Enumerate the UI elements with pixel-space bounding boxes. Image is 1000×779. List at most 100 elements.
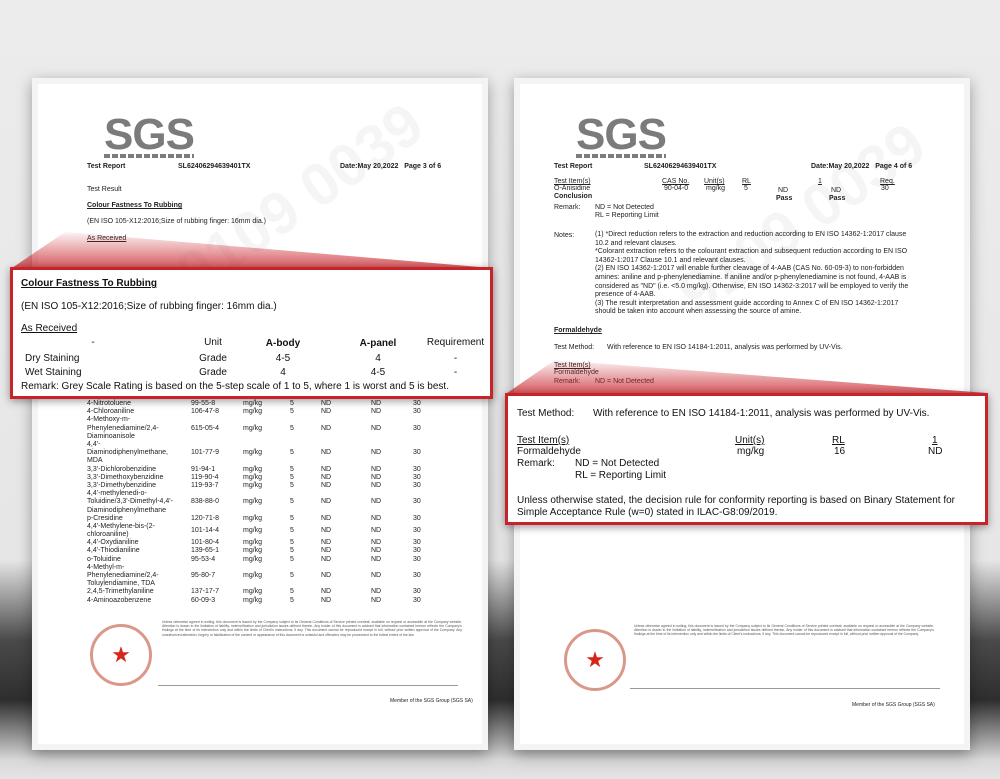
result-1: ND — [321, 588, 332, 596]
sgs-logo: SGS — [104, 110, 195, 159]
requirement: 30 — [413, 572, 421, 580]
unit: mg/kg — [243, 498, 263, 506]
compound-name: 4,4'-Thiodianiline — [87, 547, 140, 555]
callout-remark-rl: RL = Reporting Limit — [575, 470, 667, 481]
callout-method: (EN ISO 105-X12:2016;Size of rubbing fin… — [21, 301, 277, 312]
row-wet-a-panel: 4-5 — [370, 367, 386, 378]
unit: mg/kg — [243, 539, 263, 547]
item-req: 30 — [881, 185, 889, 192]
conclusion-label: Conclusion — [554, 193, 593, 200]
cas-no: 137-17-7 — [191, 588, 220, 596]
rl: 5 — [290, 527, 294, 534]
cas-no: 119-90-4 — [191, 473, 219, 481]
cas-no: 139-65-1 — [191, 547, 220, 555]
cas-no: 119-93-7 — [191, 481, 219, 489]
callout-decision-rule: Unless otherwise stated, the decision ru… — [517, 495, 955, 518]
left-wedge — [12, 232, 492, 268]
item-unit: mg/kg — [706, 185, 726, 192]
row-dry-a-body: 4-5 — [275, 353, 291, 364]
table-row: 4-Methyl-m- Phenylenediamine/2,4- Toluyl… — [87, 564, 467, 589]
right-wedge — [507, 360, 987, 393]
result-2: ND — [371, 596, 382, 604]
footer-divider — [158, 685, 458, 686]
result-1: ND — [321, 424, 332, 432]
result-1: ND — [321, 465, 332, 473]
callout-col-item: Test Item(s) — [517, 435, 570, 446]
callout-unit: mg/kg — [737, 446, 765, 457]
unit: mg/kg — [243, 572, 263, 580]
callout-colour-fastness: Colour Fastness To Rubbing (EN ISO 105-X… — [10, 267, 493, 399]
notes-label: Notes: — [554, 232, 575, 239]
result-1: ND — [321, 498, 332, 506]
result-2: ND — [371, 424, 382, 432]
callout-col-rl: RL — [832, 435, 845, 446]
row-dry-requirement: - — [453, 353, 458, 364]
item-cas: 90-04-0 — [664, 185, 689, 192]
col-rl: RL — [742, 178, 751, 185]
rl: 5 — [290, 572, 294, 580]
table-row: 4,4'- Diaminodiphenylmethane, MDA 101-77-… — [87, 441, 467, 466]
result-1: ND — [321, 449, 332, 457]
requirement: 30 — [413, 539, 421, 547]
rl: 5 — [290, 539, 294, 547]
result-2: ND — [371, 465, 382, 473]
row-wet-label: Wet Staining — [25, 367, 82, 378]
table-row: o-Toluidine 95-53-4 mg/kg 5 ND ND 30 — [87, 556, 467, 564]
table-row: 3,3'-Dimethoxybenzidine 119-90-4 mg/kg 5 ND N… — [87, 474, 467, 482]
rl: 5 — [290, 555, 294, 563]
table-row: 4-Chloroaniline 106-47-8 mg/kg 5 ND ND 30 — [87, 408, 467, 416]
unit: mg/kg — [243, 596, 263, 604]
method-text: With reference to EN ISO 14184-1:2011, a… — [607, 344, 843, 351]
cas-no: 615-05-4 — [191, 424, 220, 432]
table-row: 4-Nitrotoluene 99-55-8 mg/kg 5 ND ND 30 — [87, 400, 467, 408]
requirement: 30 — [413, 449, 421, 457]
result-1: ND — [321, 408, 332, 416]
compound-name: 3,3'-Dimethoxybenzidine — [87, 473, 164, 481]
result-2: ND — [371, 527, 382, 534]
callout-remark-nd: ND = Not Detected — [575, 458, 660, 469]
formaldehyde-title: Formaldehyde — [554, 327, 602, 334]
section-title: Colour Fastness To Rubbing — [87, 202, 183, 209]
result-1: ND — [321, 527, 332, 534]
sgs-member: Member of the SGS Group (SGS SA) — [852, 702, 935, 708]
remark-nd: ND = Not Detected — [595, 204, 654, 211]
rl: 5 — [290, 449, 294, 457]
cas-no: 60-09-3 — [191, 596, 216, 604]
row-dry-label: Dry Staining — [25, 353, 80, 364]
result-1: ND — [321, 539, 332, 547]
result-2: ND — [371, 400, 382, 407]
col-a-panel: A-panel — [359, 338, 397, 349]
row-dry-unit: Grade — [199, 353, 227, 364]
terms-fine-print: Unless otherwise agreed in writing, this… — [162, 620, 462, 637]
compound-name: 3,3'-Dichlorobenzidine — [87, 465, 157, 473]
item-result-b: ND — [831, 187, 842, 194]
compound-name: 4-Methoxy-m- Phenylenediamine/2,4- Diami… — [87, 416, 159, 440]
rl: 5 — [290, 473, 294, 481]
conclusion-a: Pass — [776, 195, 793, 202]
compound-name: 4,4'-methylenedi-o- Toluidine/3,3'-Dimet… — [87, 490, 173, 514]
rl: 5 — [290, 400, 294, 407]
result-1: ND — [321, 481, 332, 489]
result-2: ND — [371, 572, 382, 580]
rl: 5 — [290, 424, 294, 432]
callout-remark-label: Remark: — [517, 458, 555, 469]
cas-no: 95-80-7 — [191, 572, 216, 580]
stamp-seal: ★ — [90, 624, 152, 686]
callout-remark: Remark: Grey Scale Rating is based on th… — [21, 381, 449, 392]
compound-name: 4-Nitrotoluene — [87, 400, 131, 407]
sgs-logo: SGS — [576, 110, 667, 159]
cas-no: 99-55-8 — [191, 400, 216, 407]
report-number: SL62406294639401TX — [178, 163, 251, 170]
col-dash: - — [91, 337, 95, 348]
col-requirement: Requirement — [426, 337, 485, 348]
table-row: 4,4'-Oxydianiline 101-80-4 mg/kg 5 ND ND 30 — [87, 539, 467, 547]
method-text: (EN ISO 105-X12:2016;Size of rubbing fin… — [87, 218, 266, 225]
callout-as-received: As Received — [21, 323, 78, 334]
unit: mg/kg — [243, 424, 263, 432]
compound-name: 4,4'-Methylene-bis-(2- chloroaniline) — [87, 522, 155, 539]
result-1: ND — [321, 596, 332, 604]
cas-no: 120-71-8 — [191, 514, 220, 522]
unit: mg/kg — [243, 547, 263, 555]
item-rl: 5 — [744, 185, 748, 192]
compound-name: 4,4'-Oxydianiline — [87, 539, 139, 547]
